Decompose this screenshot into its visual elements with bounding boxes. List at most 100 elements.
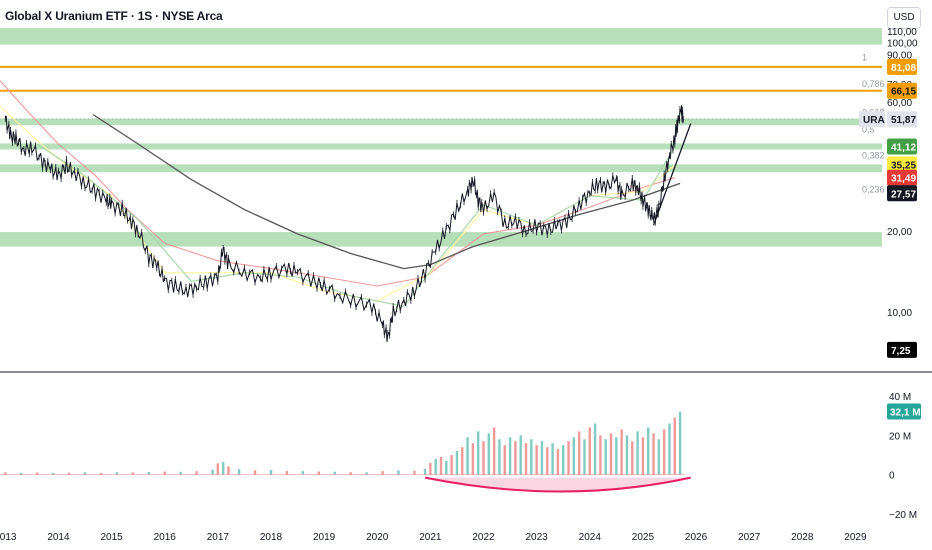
price-tick-label: 90,00 (887, 51, 912, 62)
volume-bar (179, 471, 182, 475)
volume-bar (211, 469, 214, 475)
price-badge (887, 82, 917, 99)
volume-bar (562, 445, 565, 475)
volume-bar (530, 439, 533, 475)
volume-bar (461, 447, 464, 475)
volume-bar (333, 471, 336, 475)
demand-zone-2 (0, 164, 882, 173)
volume-bar (535, 445, 538, 475)
time-tick-label: 2019 (313, 532, 336, 543)
volume-bar (466, 437, 469, 475)
price-badge (887, 169, 917, 186)
price-badge-label: 31,49 (891, 174, 916, 185)
volume-bar (524, 443, 528, 475)
volume-bar (540, 441, 544, 475)
volume-bar (593, 423, 597, 475)
time-tick-label: 2013 (0, 532, 17, 543)
volume-bar (365, 472, 368, 475)
volume-bar (519, 435, 522, 475)
volume-bar (434, 458, 437, 475)
moving-average-layer (0, 80, 681, 308)
time-tick-label: 2028 (791, 532, 814, 543)
volume-bar (615, 437, 618, 475)
horizontal-line-layer (0, 65, 932, 373)
price-badge (887, 138, 917, 155)
supply-zone-0 (0, 28, 882, 45)
time-tick-label: 2015 (100, 532, 123, 543)
volume-bar (439, 456, 443, 475)
moving-average-2 (36, 143, 676, 308)
volume-bar (487, 433, 491, 475)
volume-bar (423, 468, 427, 475)
time-tick-label: 2021 (419, 532, 442, 543)
fib-level-label: 0,786 (862, 79, 885, 89)
price-badge-label: 35,25 (891, 161, 916, 172)
volume-bar (678, 411, 682, 475)
currency-button[interactable]: USD (887, 7, 921, 29)
volume-bar (216, 463, 220, 475)
moving-average-3 (92, 113, 681, 270)
zone-layer (0, 28, 882, 247)
price-tick-label: 20,00 (887, 227, 912, 238)
volume-tick-label: −20 M (889, 510, 917, 521)
volume-bar (599, 435, 602, 475)
volume-bar (381, 471, 384, 475)
volume-bar (498, 439, 501, 475)
price-tick-label: 100,00 (887, 38, 918, 49)
volume-bar (636, 431, 639, 475)
time-tick-label: 2018 (260, 532, 283, 543)
volume-bar (253, 470, 257, 475)
volume-bar (349, 472, 352, 475)
volume-bar (641, 437, 645, 475)
volume-bar (445, 460, 448, 475)
fib-level-label: 0,5 (862, 125, 875, 135)
time-tick-label: 2026 (685, 532, 708, 543)
volume-bar (577, 431, 581, 475)
price-badge (887, 185, 917, 202)
volume-bar (471, 443, 475, 475)
volume-bar (588, 427, 591, 475)
volume-axis: 40 M 20 M 0 −20 M (889, 392, 917, 521)
volume-bar (514, 441, 517, 475)
time-tick-label: 2024 (579, 532, 602, 543)
symbol-tag-label: URA (863, 115, 885, 126)
volume-bar (546, 447, 549, 475)
volume-bar (508, 437, 512, 475)
volume-bar (673, 417, 676, 475)
volume-bar (67, 472, 71, 475)
fib-level-label: 0,382 (862, 151, 885, 161)
time-tick-label: 2027 (738, 532, 761, 543)
volume-bar (237, 469, 241, 475)
demand-zone-1 (0, 143, 882, 150)
moving-average-1 (0, 105, 676, 302)
price-tick-label: 110,00 (887, 27, 917, 38)
volume-bar (163, 471, 166, 475)
time-tick-label: 2023 (526, 532, 549, 543)
volume-bar (397, 470, 400, 475)
volume-bar (131, 472, 135, 475)
price-label-layer: 81,08 66,15 URA 51,87 41,12 35,25 31,49 27,57 7,… (859, 58, 921, 420)
volume-tick-label: 0 (889, 471, 895, 482)
volume-bar (455, 451, 459, 475)
volume-bar (503, 445, 506, 475)
volume-bar (20, 472, 23, 475)
volume-bar (221, 461, 225, 475)
time-tick-label: 2017 (207, 532, 230, 543)
volume-bar (476, 431, 480, 475)
volume-bar (482, 441, 485, 475)
volume-bar (317, 471, 320, 475)
volume-badge (887, 403, 921, 420)
volume-bar (83, 472, 87, 475)
volume-layer (0, 411, 691, 493)
volume-bar (551, 443, 554, 475)
price-badge-label: 41,12 (891, 142, 916, 153)
trend-line (652, 123, 692, 226)
volume-bar (195, 471, 198, 475)
volume-bar (99, 472, 103, 475)
volume-bar (625, 435, 629, 475)
volume-bar (647, 427, 650, 475)
volume-bar (583, 439, 586, 475)
volume-bar (450, 455, 453, 475)
